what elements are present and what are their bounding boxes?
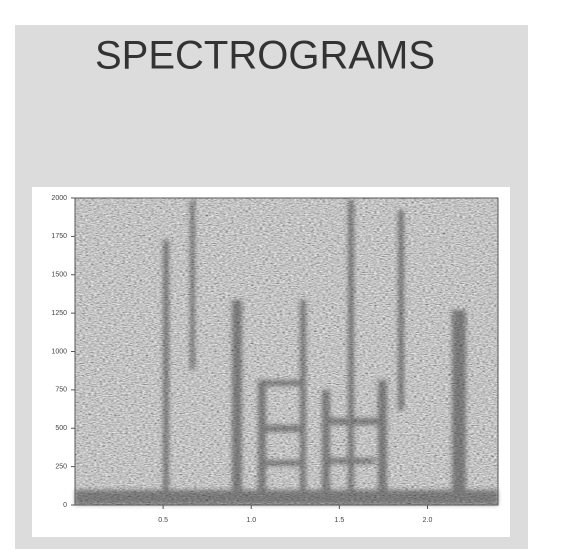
y-tick-label: 1500 xyxy=(51,272,67,279)
y-tick-label: 2000 xyxy=(51,195,67,202)
panel-title: SPECTROGRAMS xyxy=(95,34,435,78)
page: SPECTROGRAMS 0 250 500 750 1000 1250 1500 1750 2… xyxy=(0,0,573,549)
x-tick-label: 2.0 xyxy=(423,517,433,524)
x-tick-label: 1.5 xyxy=(335,517,345,524)
spectrogram-image xyxy=(75,198,498,505)
noise-texture xyxy=(75,198,498,505)
y-tick-label: 1250 xyxy=(51,310,67,317)
screen: SPECTROGRAMS 0 250 500 750 1000 1250 1500 1750 2… xyxy=(0,0,573,549)
x-tick-label: 1.0 xyxy=(246,517,256,524)
y-tick-label: 500 xyxy=(55,425,67,432)
y-tick-label: 750 xyxy=(55,387,67,394)
y-tick-label: 1750 xyxy=(51,233,67,240)
x-tick-label: 0.5 xyxy=(158,517,168,524)
y-tick-label: 1000 xyxy=(51,348,67,355)
y-tick-label: 0 xyxy=(63,502,67,509)
y-tick-label: 250 xyxy=(55,463,67,470)
